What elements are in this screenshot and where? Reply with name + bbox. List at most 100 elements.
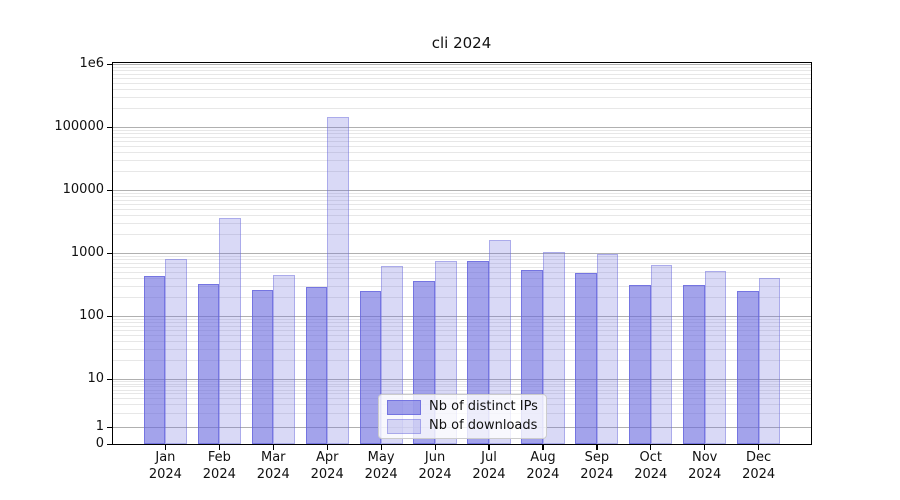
x-tick <box>434 445 436 450</box>
gridline-minor <box>112 325 811 327</box>
gridline-major <box>112 190 811 191</box>
gridline-minor <box>112 393 811 395</box>
legend-label-downloads: Nb of downloads <box>429 418 538 433</box>
x-tick-label: Dec 2024 <box>731 450 787 483</box>
gridline-minor <box>112 136 811 138</box>
gridline-minor <box>112 318 811 320</box>
gridline-minor <box>112 360 811 362</box>
y-tick <box>107 189 112 191</box>
gridline-minor <box>112 159 811 161</box>
gridline-minor <box>112 108 811 110</box>
x-tick-label: Nov 2024 <box>677 450 733 483</box>
legend-swatch-downloads <box>387 418 421 434</box>
bar-distinct-ips <box>737 291 759 444</box>
gridline-minor <box>112 129 811 131</box>
x-tick <box>542 445 544 450</box>
gridline-minor <box>112 297 811 299</box>
bar-downloads <box>165 259 187 444</box>
x-tick-label-line: 2024 <box>742 466 776 482</box>
y-tick <box>107 63 112 65</box>
gridline-minor <box>112 386 811 388</box>
chart-title: cli 2024 <box>431 34 492 52</box>
gridline-minor <box>112 262 811 264</box>
x-tick-label-line: Jul <box>481 450 497 465</box>
gridline-minor <box>112 89 811 91</box>
x-tick-label: Jan 2024 <box>137 450 193 483</box>
y-tick-label: 100 <box>79 308 104 323</box>
x-tick-label: Sep 2024 <box>569 450 625 483</box>
x-tick-label-line: 2024 <box>256 466 290 482</box>
y-tick <box>107 378 112 380</box>
x-tick-label: Jun 2024 <box>407 450 463 483</box>
legend-row-downloads: Nb of downloads <box>387 418 538 434</box>
gridline-minor <box>112 255 811 257</box>
x-tick-label: Oct 2024 <box>623 450 679 483</box>
gridline-major <box>112 253 811 254</box>
bar-downloads <box>596 253 619 444</box>
plot-area <box>112 62 811 444</box>
x-tick <box>704 445 706 450</box>
gridline-minor <box>112 140 811 142</box>
gridline-major <box>112 64 811 65</box>
y-tick <box>107 126 112 128</box>
bar-distinct-ips <box>305 287 328 444</box>
gridline-minor <box>112 215 811 217</box>
x-tick-label: May 2024 <box>353 450 409 483</box>
gridline-minor <box>112 208 811 210</box>
bar-distinct-ips <box>197 283 220 444</box>
bar-downloads <box>327 116 349 444</box>
x-tick-label-line: Mar <box>260 450 286 465</box>
bar-downloads <box>758 278 781 444</box>
legend: Nb of distinct IPs Nb of downloads <box>378 394 547 439</box>
gridline-minor <box>112 266 811 268</box>
x-tick-label-line: Nov <box>692 450 718 465</box>
gridline-major <box>112 127 811 128</box>
y-tick-label: 10000 <box>62 182 104 197</box>
gridline-minor <box>112 341 811 343</box>
x-tick-label: Feb 2024 <box>191 450 247 483</box>
gridline-minor <box>112 259 811 261</box>
gridline-minor <box>112 334 811 336</box>
bar-distinct-ips <box>683 285 705 444</box>
gridline-minor <box>112 389 811 391</box>
gridline-major <box>112 316 811 317</box>
x-tick-label-line: 2024 <box>634 466 668 482</box>
gridline-minor <box>112 82 811 84</box>
gridline-minor <box>112 234 811 236</box>
bar-distinct-ips <box>359 291 382 444</box>
legend-row-distinct-ips: Nb of distinct IPs <box>387 399 538 415</box>
gridline-minor <box>112 70 811 72</box>
gridline-major <box>112 379 811 380</box>
gridline-minor <box>112 171 811 173</box>
y-tick-label: 1e6 <box>79 56 104 71</box>
x-tick-label: Mar 2024 <box>245 450 301 483</box>
x-tick-label-line: Feb <box>207 450 231 465</box>
x-tick <box>758 445 760 450</box>
x-tick-label-line: 2024 <box>364 466 398 482</box>
y-tick <box>107 315 112 317</box>
bar-distinct-ips <box>143 276 166 444</box>
bar-downloads <box>273 275 295 444</box>
bar-downloads <box>650 265 673 444</box>
bar-distinct-ips <box>251 290 274 444</box>
legend-swatch-distinct-ips <box>387 399 421 415</box>
bar-downloads <box>219 217 241 444</box>
x-tick-label-line: 2024 <box>526 466 560 482</box>
gridline-minor <box>112 66 811 68</box>
bar-downloads <box>542 251 565 444</box>
x-tick <box>164 445 167 450</box>
gridline-minor <box>112 192 811 194</box>
y-tick-label: 100000 <box>54 119 104 134</box>
y-tick-label: 1 <box>95 419 104 434</box>
x-tick-label-line: Sep <box>584 450 610 465</box>
x-tick-label: Apr 2024 <box>299 450 355 483</box>
gridline-minor <box>112 199 811 201</box>
x-tick-label-line: Jan <box>155 450 176 465</box>
gridline-minor <box>112 222 811 224</box>
gridline-minor <box>112 133 811 135</box>
x-tick-label-line: Dec <box>746 450 772 465</box>
y-tick-label: 10 <box>87 371 104 386</box>
y-tick <box>107 426 112 428</box>
x-tick-label-line: Apr <box>315 450 339 465</box>
